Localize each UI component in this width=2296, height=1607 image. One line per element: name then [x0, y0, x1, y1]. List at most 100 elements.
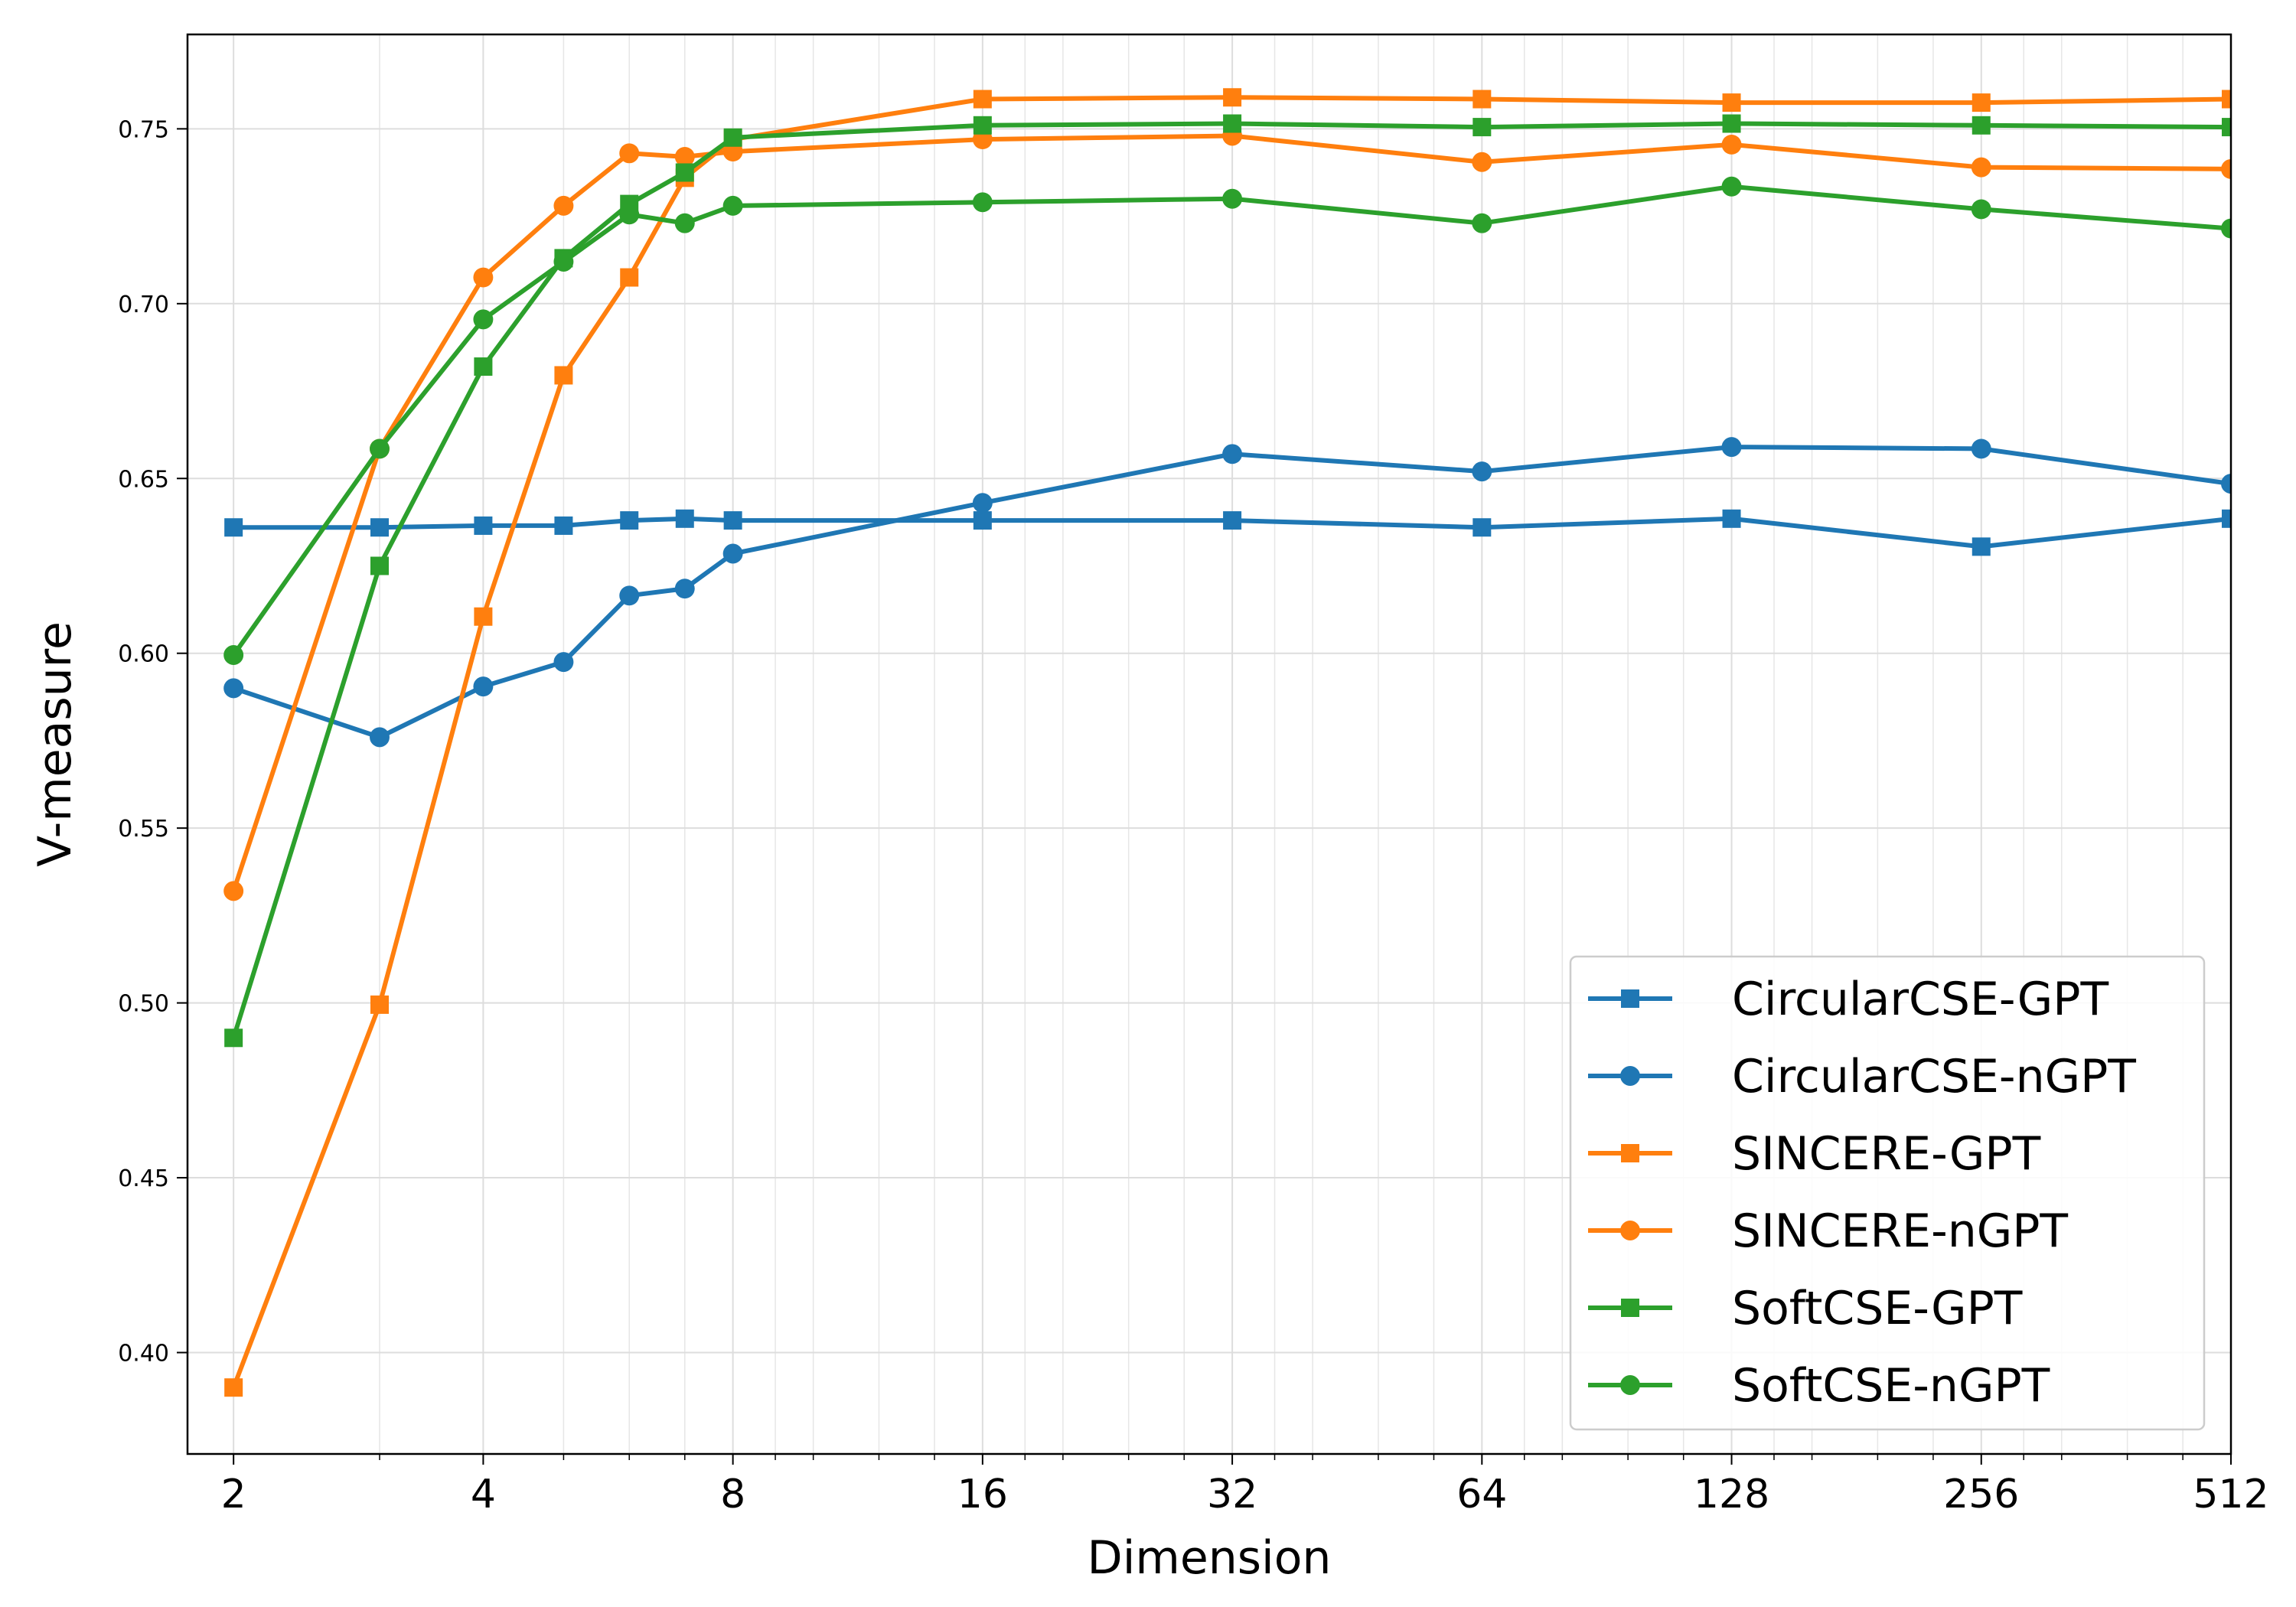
data-point — [370, 727, 390, 748]
legend-item-circularcse-ngpt: CircularCSE-nGPT — [1588, 1050, 2136, 1103]
data-point — [554, 366, 573, 385]
data-point — [723, 128, 742, 147]
data-point — [1223, 511, 1242, 530]
data-point — [1722, 509, 1741, 528]
data-point — [223, 645, 244, 665]
data-point — [1473, 90, 1492, 109]
series-circularcse-ngpt — [223, 437, 2231, 748]
data-point — [1472, 152, 1492, 172]
data-point — [224, 518, 243, 537]
data-point — [553, 652, 574, 673]
legend-marker — [1621, 989, 1639, 1008]
data-point — [1222, 444, 1243, 464]
data-point — [2221, 474, 2231, 494]
legend-label: SoftCSE-GPT — [1732, 1282, 2023, 1335]
x-tick-label: 4 — [471, 1472, 496, 1517]
data-point — [474, 357, 493, 376]
data-point — [370, 995, 389, 1014]
x-tick-label: 64 — [1456, 1472, 1507, 1517]
data-point — [223, 678, 244, 699]
data-point — [474, 516, 493, 535]
legend-item-softcse-gpt: SoftCSE-GPT — [1588, 1282, 2023, 1335]
data-point — [553, 252, 574, 272]
data-point — [223, 881, 244, 901]
data-point — [1222, 188, 1243, 209]
legend-marker — [1620, 1221, 1640, 1240]
data-point — [1971, 93, 1991, 112]
series-softcse-gpt — [224, 114, 2231, 1048]
data-point — [473, 309, 494, 330]
data-point — [722, 195, 743, 216]
legend-marker — [1621, 1144, 1639, 1162]
x-tick-label: 256 — [1943, 1472, 2019, 1517]
data-point — [1473, 518, 1492, 537]
data-point — [1473, 118, 1492, 137]
data-point — [723, 511, 742, 530]
legend-item-softcse-ngpt: SoftCSE-nGPT — [1588, 1359, 2050, 1413]
data-point — [473, 267, 494, 288]
data-point — [620, 268, 639, 287]
data-point — [1223, 114, 1242, 133]
data-point — [722, 543, 743, 564]
legend-item-sincere-gpt: SINCERE-GPT — [1588, 1127, 2041, 1181]
data-point — [973, 116, 992, 135]
series-circularcse-gpt — [224, 509, 2231, 556]
data-point — [1722, 93, 1741, 112]
legend-label: CircularCSE-GPT — [1732, 973, 2108, 1026]
data-point — [2221, 218, 2231, 239]
legend-label: CircularCSE-nGPT — [1732, 1050, 2136, 1103]
data-point — [1971, 157, 1991, 178]
data-point — [1721, 437, 1742, 458]
x-tick-label: 2 — [221, 1472, 246, 1517]
x-axis-title: Dimension — [1088, 1531, 1332, 1585]
y-axis-title: V-measure — [28, 621, 82, 867]
data-point — [1721, 134, 1742, 155]
data-point — [973, 511, 992, 530]
legend-box — [1569, 955, 2206, 1431]
data-point — [1472, 213, 1492, 233]
data-point — [674, 146, 695, 167]
x-tick-label: 8 — [720, 1472, 745, 1517]
y-tick-label: 0.60 — [118, 641, 169, 668]
series-softcse-ngpt — [223, 176, 2231, 665]
data-point — [370, 556, 389, 575]
data-point — [1472, 461, 1492, 482]
legend-item-circularcse-gpt: CircularCSE-GPT — [1588, 973, 2108, 1026]
axis-ticks: 2 4 8 16 32 64 128 256 512 0.40 0.45 0.50 0.55 0.60 0.… — [118, 116, 2268, 1517]
legend-label: SINCERE-GPT — [1732, 1127, 2041, 1181]
legend-label: SINCERE-nGPT — [1732, 1204, 2068, 1258]
y-tick-label: 0.55 — [118, 816, 169, 843]
legend: CircularCSE-GPT CircularCSE-nGPT SINCERE-G… — [1569, 955, 2206, 1431]
legend-item-sincere-ngpt: SINCERE-nGPT — [1588, 1204, 2068, 1258]
data-point — [675, 163, 694, 182]
data-point — [619, 204, 640, 225]
x-tick-label: 512 — [2193, 1472, 2268, 1517]
data-point — [1721, 176, 1742, 197]
data-point — [1971, 537, 1991, 556]
data-point — [619, 143, 640, 164]
x-tick-label: 128 — [1694, 1472, 1769, 1517]
data-point — [972, 192, 993, 213]
y-tick-label: 0.75 — [118, 116, 169, 143]
data-point — [674, 579, 695, 599]
data-point — [554, 516, 573, 535]
y-tick-label: 0.45 — [118, 1165, 169, 1192]
legend-marker — [1620, 1066, 1640, 1086]
data-series — [223, 88, 2231, 1397]
data-point — [1722, 114, 1741, 133]
data-point — [2222, 90, 2231, 109]
data-point — [370, 438, 390, 459]
legend-marker — [1621, 1299, 1639, 1317]
data-point — [674, 213, 695, 233]
data-point — [474, 607, 493, 626]
x-tick-label: 16 — [957, 1472, 1008, 1517]
data-point — [1971, 438, 1991, 459]
plot-frame — [186, 33, 2232, 1455]
y-tick-label: 0.70 — [118, 292, 169, 318]
data-point — [370, 518, 389, 537]
data-point — [620, 511, 639, 530]
data-point — [1971, 116, 1991, 135]
y-tick-label: 0.50 — [118, 991, 169, 1018]
y-tick-label: 0.40 — [118, 1341, 169, 1367]
